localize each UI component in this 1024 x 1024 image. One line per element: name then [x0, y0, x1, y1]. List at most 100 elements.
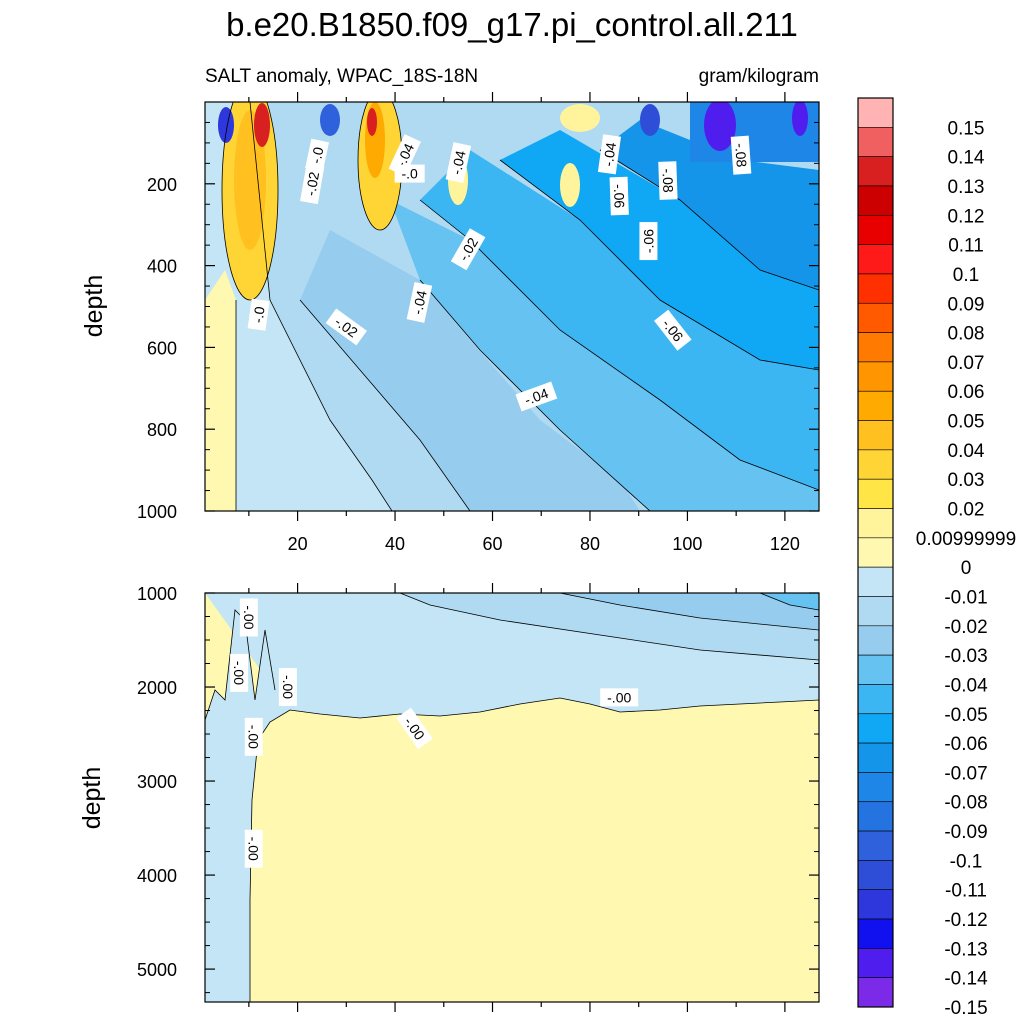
contour-label-text: -.04	[448, 149, 469, 176]
upper-band-0-06	[500, 130, 819, 370]
colorbar-swatch	[857, 244, 894, 275]
contour-label: -.08	[658, 161, 678, 200]
colorbar-label: 0	[961, 558, 972, 579]
lower-ylabel: depth	[78, 767, 106, 830]
contour-line	[759, 593, 819, 611]
contour-label: -.00	[239, 598, 258, 637]
anomaly-blob	[704, 102, 736, 151]
colorbar-swatch	[857, 508, 894, 539]
contour-label: -.00	[278, 668, 297, 707]
contour-label-text: -.06	[611, 184, 628, 209]
upper-plot	[205, 102, 819, 511]
upper-band-0-05	[420, 150, 819, 490]
contour-label-box	[244, 717, 263, 756]
contour-label-box	[406, 281, 433, 323]
y-tick-label: 2000	[137, 678, 177, 698]
colorbar-swatch	[857, 977, 894, 1008]
contour-label-box	[658, 161, 678, 200]
upper-contour-lines	[221, 102, 819, 511]
contour-label-box	[445, 142, 472, 183]
colorbar-swatch	[857, 772, 894, 803]
upper-contour-labels: -.0-.0 -.04 -.04-.02-.02-.06-.08-.08-.06-.…	[247, 134, 752, 412]
contour-line	[299, 299, 471, 511]
colorbar-label: 0.05	[948, 412, 985, 433]
contour-line	[249, 102, 393, 511]
y-tick-label: 1000	[137, 584, 177, 604]
colorbar-label: -0.09	[944, 822, 987, 843]
colorbar-label: -0.12	[944, 910, 987, 931]
colorbar-label: 0.09	[948, 294, 985, 315]
colorbar-label: 0.14	[948, 148, 985, 169]
contour-label-text: -.0	[401, 166, 418, 182]
contour-label-text: -.0	[308, 145, 327, 165]
upper-x-ticks: 20 40 60 80 100 120	[248, 92, 800, 554]
contour-label-text: -.08	[732, 143, 750, 168]
colorbar-frame	[857, 97, 894, 1008]
colorbar-label: 0.00999999	[916, 529, 1016, 550]
lower-plot	[205, 593, 819, 1002]
contour-line	[419, 279, 651, 511]
colorbar-swatch	[857, 420, 894, 451]
colorbar-swatch	[857, 302, 894, 333]
x-tick-label: 20	[288, 534, 308, 554]
lower-band-0-03	[560, 593, 819, 630]
contour-label-box	[450, 228, 486, 271]
x-tick-label: 100	[672, 534, 702, 554]
x-tick-label: 80	[580, 534, 600, 554]
colorbar-swatch	[857, 156, 894, 187]
contour-line	[419, 199, 819, 491]
colorbar-swatch	[857, 361, 894, 392]
colorbar-label: -0.03	[944, 646, 987, 667]
contour-label: -.04	[406, 281, 433, 323]
colorbar-swatch	[857, 742, 894, 773]
contour-label: -.06	[609, 176, 629, 216]
colorbar-label: 0.07	[948, 353, 985, 374]
colorbar-swatch	[857, 390, 894, 421]
lower-contour-labels: -.00-.00-.00-.00 -.00-.00-.00	[230, 598, 639, 868]
y-tick-label: 1000	[137, 502, 177, 522]
contour-label-box	[325, 308, 367, 346]
contour-label-text: -.00	[246, 837, 262, 861]
colorbar-swatch	[857, 684, 894, 715]
upper-band-0-03	[300, 230, 640, 511]
colorbar-label: -0.1	[950, 851, 983, 872]
lower-y-ticks: 1000 2000 3000 4000 5000	[137, 584, 819, 994]
anomaly-blob	[560, 104, 600, 132]
contour-label-text: -.00	[607, 689, 631, 705]
contour-label-text: -.06	[640, 229, 656, 253]
contour-label-box	[230, 653, 249, 692]
contour-label-text: -.0	[250, 305, 268, 324]
colorbar-swatch	[857, 713, 894, 744]
contour-label-box	[305, 138, 330, 172]
colorbar-swatch	[857, 625, 894, 656]
contour-label-box	[300, 163, 325, 205]
contour-label-box	[394, 164, 425, 183]
contour-label-box	[247, 298, 270, 331]
colorbar-swatch	[857, 185, 894, 216]
contour-label-box	[278, 668, 297, 707]
colorbar-label: 0.04	[948, 441, 985, 462]
y-tick-label: 800	[147, 420, 177, 440]
x-tick-label: 40	[385, 534, 405, 554]
upper-y-ticks: 200 400 600 800 1000	[137, 121, 819, 522]
contour-label: -.0	[247, 298, 270, 331]
colorbar-label: 0.1	[953, 265, 979, 286]
contour-label-box	[244, 829, 263, 868]
main-title: b.e20.B1850.f09_g17.pi_control.all.211	[226, 6, 798, 43]
colorbar-swatch	[857, 654, 894, 685]
contour-label-text: -.00	[241, 605, 257, 629]
colorbar-label: -0.07	[944, 763, 987, 784]
anomaly-blob	[367, 108, 377, 136]
contour-label: -.0	[394, 164, 425, 183]
contour-label: -.0	[305, 138, 330, 172]
contour-label-box	[600, 688, 639, 707]
contour-label-text: -.00	[280, 675, 296, 699]
colorbar-label: 0.15	[948, 118, 985, 139]
contour-label: -.04	[445, 142, 472, 183]
upper-band-0-07	[600, 120, 819, 290]
upper-band-positive-west	[205, 270, 236, 511]
contour-label-box	[396, 707, 433, 750]
lower-x-ticks	[248, 583, 786, 1012]
contour-label-text: -.00	[246, 725, 262, 749]
